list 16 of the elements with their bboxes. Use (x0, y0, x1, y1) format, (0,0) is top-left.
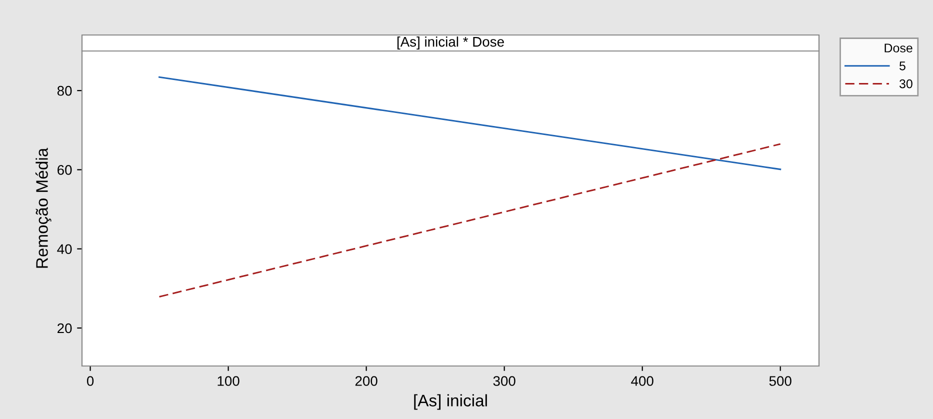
x-tick-label: 300 (493, 376, 516, 386)
x-axis-title: [As] inicial (414, 394, 487, 410)
y-tick-label: 40 (57, 244, 72, 254)
legend-title: Dose (884, 44, 912, 52)
y-axis-title: Remoção Média (35, 148, 52, 268)
legend-label: 30 (899, 79, 912, 88)
x-tick-label: 100 (218, 376, 240, 386)
x-tick-label: 200 (355, 376, 378, 386)
x-tick-label: 400 (631, 376, 654, 386)
legend-label: 5 (900, 62, 906, 70)
y-tick-label: 80 (57, 86, 72, 96)
y-tick-label: 60 (58, 165, 72, 175)
x-tick-label: 0 (86, 376, 94, 386)
chart-title: [As] inicial * Dose (397, 36, 504, 50)
y-tick-label: 20 (58, 323, 72, 334)
x-tick-label: 500 (769, 376, 792, 386)
